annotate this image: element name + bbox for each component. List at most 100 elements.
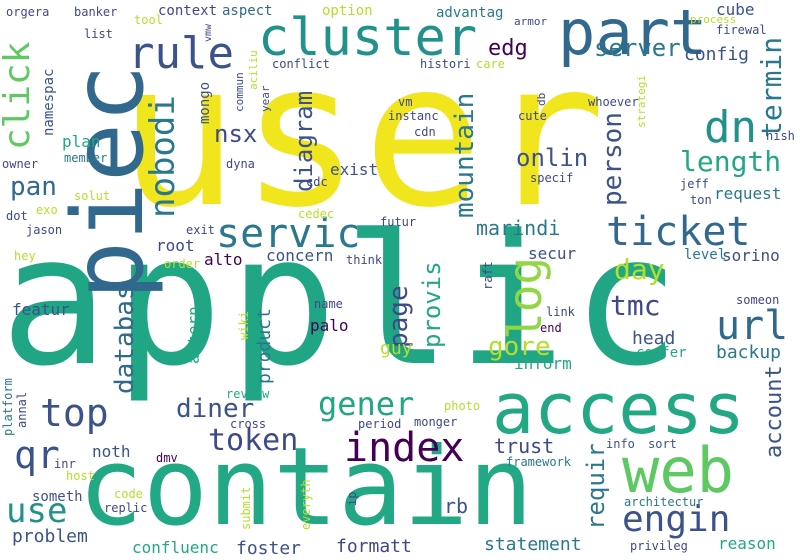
word-exist: exist <box>330 160 379 179</box>
word-exo: exo <box>36 203 58 217</box>
word-noth: noth <box>92 442 131 461</box>
word-orgera: orgera <box>6 5 50 19</box>
word-cube: cube <box>716 0 755 19</box>
word-diner: diner <box>176 394 255 424</box>
word-cluster: cluster <box>258 8 478 68</box>
word-tmc: tmc <box>610 289 661 322</box>
word-day: day <box>614 253 665 286</box>
word-care: care <box>476 57 505 71</box>
word-length: length <box>680 145 782 178</box>
word-specif: specif <box>530 171 574 185</box>
word-ip: ip <box>345 491 359 506</box>
word-firewal: firewal <box>716 23 767 37</box>
word-palo: palo <box>310 316 349 335</box>
word-cdc: cdc <box>306 175 328 189</box>
word-vmw: vmw <box>203 23 214 42</box>
word-servic: servic <box>216 211 361 257</box>
word-pan: pan <box>10 172 57 202</box>
word-edg: edg <box>488 36 528 61</box>
word-databas: databas <box>110 284 140 394</box>
word-mountain: mountain <box>450 92 480 218</box>
word-sorino: sorino <box>722 246 780 265</box>
word-armor: armor <box>514 15 548 28</box>
word-framework: framework <box>506 455 572 469</box>
word-review: review <box>226 387 270 401</box>
word-whoever: whoever <box>588 95 639 109</box>
word-end: end <box>540 321 562 335</box>
word-trust: trust <box>494 434 555 458</box>
word-web: web <box>622 434 734 507</box>
word-ticket: ticket <box>606 209 751 255</box>
word-monger: monger <box>414 415 458 429</box>
word-use: use <box>6 491 68 531</box>
word-hey: hey <box>14 249 36 263</box>
word-concern: concern <box>266 246 334 265</box>
word-marindi: marindi <box>476 216 561 240</box>
word-banker: banker <box>74 5 118 19</box>
word-sort: sort <box>648 437 677 451</box>
word-access: access <box>492 368 745 450</box>
word-info: info <box>606 437 635 451</box>
word-everyth: everyth <box>299 479 313 530</box>
word-submit: submit <box>239 486 253 530</box>
word-confluenc: confluenc <box>132 538 219 557</box>
word-solut: solut <box>74 189 111 203</box>
word-aspect: aspect <box>222 3 273 19</box>
word-config: config <box>684 44 750 65</box>
word-replic: replic <box>104 501 148 515</box>
word-plan: plan <box>62 132 101 151</box>
word-formatt: formatt <box>336 536 412 557</box>
word-instanc: instanc <box>388 109 439 123</box>
word-problem: problem <box>12 526 88 547</box>
word-aciliu: aciliu <box>247 50 260 90</box>
word-applic: applic <box>0 197 687 406</box>
word-someth: someth <box>32 489 83 505</box>
word-cute: cute <box>518 109 547 123</box>
word-option: option <box>322 3 373 19</box>
word-histori: histori <box>420 57 471 71</box>
word-server: server <box>594 34 681 62</box>
word-dyna: dyna <box>226 157 255 171</box>
word-wiki: wiki <box>237 311 251 340</box>
word-photo: photo <box>444 399 481 413</box>
word-head: head <box>632 328 676 349</box>
word-list: list <box>84 27 113 41</box>
word-guy: guy <box>380 338 413 359</box>
word-onlin: onlin <box>516 144 589 172</box>
word-annal: annal <box>15 391 29 428</box>
word-user: user <box>118 19 608 252</box>
word-gener: gener <box>318 385 415 423</box>
word-inr: inr <box>54 457 76 471</box>
word-provis: provis <box>418 261 446 348</box>
word-cedec: cedec <box>298 207 335 221</box>
word-architectur: architectur <box>624 495 704 509</box>
word-think: think <box>346 253 383 267</box>
word-token: token <box>208 423 299 458</box>
word-nsx: nsx <box>214 120 258 148</box>
word-statement: statement <box>484 534 582 555</box>
word-foster: foster <box>236 538 302 559</box>
word-jason: jason <box>26 223 63 237</box>
word-process: process <box>690 13 737 26</box>
word-exit: exit <box>186 223 215 237</box>
word-rb: rb <box>444 494 469 518</box>
word-termin: termin <box>755 36 788 138</box>
word-nobodi: nobodi <box>143 95 183 218</box>
word-mongo: mongo <box>197 81 213 124</box>
word-alto: alto <box>204 250 243 269</box>
word-product: product <box>254 308 275 384</box>
word-tool: tool <box>134 13 163 27</box>
word-index: index <box>344 425 465 471</box>
word-backup: backup <box>716 342 782 363</box>
word-name: name <box>314 297 343 311</box>
word-rule: rule <box>128 28 234 79</box>
word-conflict: conflict <box>272 57 330 71</box>
word-platform: platform <box>1 378 15 436</box>
word-person: person <box>598 112 628 206</box>
word-gore: gore <box>488 332 551 362</box>
word-cross: cross <box>230 417 267 431</box>
word-engin: engin <box>622 499 731 540</box>
word-context: context <box>158 3 218 19</box>
word-privileg: privileg <box>630 539 688 553</box>
